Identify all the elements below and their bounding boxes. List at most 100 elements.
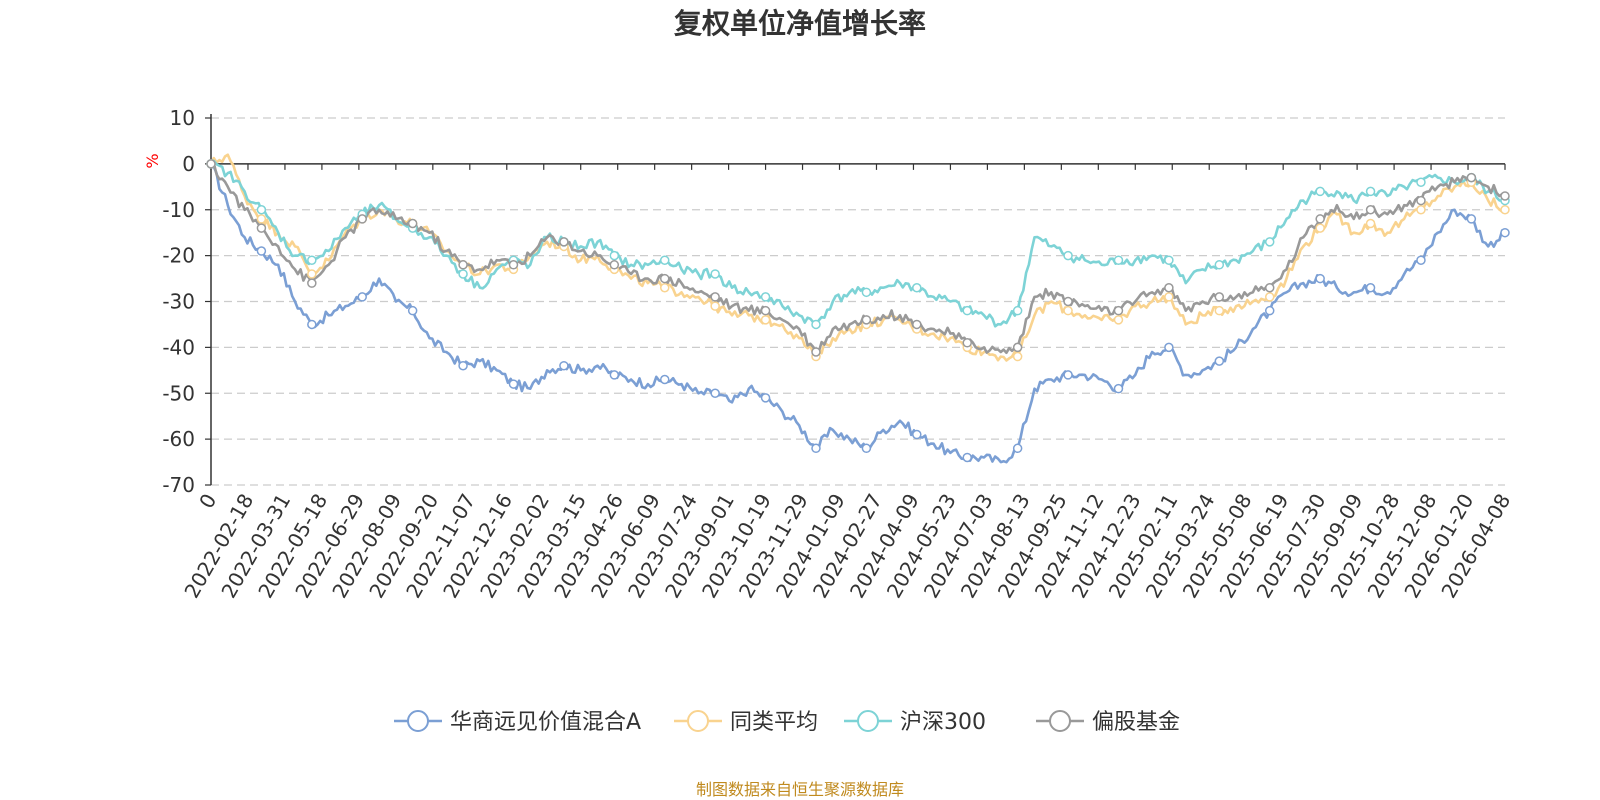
- legend[interactable]: 华商远见价值混合A 同类平均 沪深300 偏股基金: [394, 710, 1180, 735]
- series-line-0: [210, 162, 1506, 464]
- series-marker: [1315, 214, 1325, 224]
- series-marker: [710, 388, 720, 398]
- series-marker: [1113, 383, 1124, 394]
- series-marker: [1365, 218, 1376, 229]
- series-marker: [407, 305, 418, 316]
- series-marker: [407, 218, 418, 229]
- series-marker: [307, 269, 317, 279]
- series-marker: [659, 273, 670, 284]
- series-marker: [1164, 282, 1174, 293]
- series-marker: [861, 315, 872, 325]
- y-tick-label: -20: [162, 244, 195, 268]
- legend-circle-icon: [1049, 710, 1071, 732]
- series-marker: [508, 379, 519, 389]
- series-marker: [659, 374, 670, 385]
- legend-label: 华商远见价值混合A: [450, 710, 641, 735]
- series-marker: [357, 292, 367, 302]
- series-marker: [307, 319, 317, 330]
- series-lines: [209, 153, 1506, 464]
- series-line-2: [210, 159, 1505, 328]
- y-tick-label: -30: [162, 290, 195, 314]
- series-marker: [1012, 351, 1023, 362]
- series-marker: [609, 370, 620, 380]
- series-marker: [1063, 250, 1073, 261]
- series-marker: [811, 443, 821, 454]
- series-marker: [710, 301, 720, 311]
- legend-item-2[interactable]: 沪深300: [844, 710, 986, 735]
- series-marker: [559, 237, 569, 247]
- series-marker: [1466, 214, 1477, 224]
- series-marker: [508, 260, 519, 270]
- series-marker: [256, 223, 267, 233]
- series-marker: [206, 159, 216, 169]
- series-marker: [1500, 191, 1510, 201]
- series-marker: [559, 360, 569, 371]
- series-marker: [609, 260, 620, 270]
- series-marker: [1113, 255, 1124, 265]
- series-marker: [1113, 315, 1124, 325]
- series-marker: [1315, 273, 1325, 284]
- series-marker: [710, 269, 720, 279]
- series-marker: [1365, 282, 1376, 293]
- data-source-note: 制图数据来自恒生聚源数据库: [696, 780, 904, 799]
- series-marker: [710, 292, 720, 302]
- x-tick-label: 0: [194, 490, 221, 513]
- series-marker: [1365, 205, 1376, 215]
- y-tick-label: -60: [162, 427, 195, 451]
- series-marker: [1264, 292, 1275, 302]
- series-marker: [1416, 177, 1426, 187]
- series-marker: [760, 305, 771, 316]
- series-marker: [1012, 342, 1023, 353]
- y-tick-label: 10: [170, 106, 195, 130]
- series-marker: [659, 255, 670, 265]
- series-marker: [861, 443, 872, 454]
- series-marker: [1214, 260, 1225, 270]
- series-marker: [760, 315, 771, 325]
- series-marker: [811, 347, 821, 357]
- series-marker: [962, 338, 972, 348]
- series-marker: [912, 319, 922, 330]
- series-marker: [1012, 305, 1023, 316]
- x-tick-labels: 02022-02-182022-03-312022-05-182022-06-2…: [179, 490, 1515, 603]
- series-marker: [1164, 255, 1174, 265]
- series-marker: [609, 250, 620, 261]
- series-markers: [206, 159, 1510, 463]
- series-marker: [458, 260, 468, 270]
- series-marker: [760, 292, 771, 302]
- series-marker: [1063, 370, 1073, 380]
- y-tick-labels: 10 0 -10 -20 -30 -40 -50 -60 -70: [162, 106, 195, 497]
- legend-circle-icon: [407, 710, 429, 732]
- series-marker: [1214, 305, 1225, 316]
- series-marker: [861, 287, 872, 298]
- series-marker: [811, 319, 821, 330]
- series-marker: [307, 278, 317, 288]
- series-marker: [962, 452, 972, 463]
- legend-label: 偏股基金: [1092, 710, 1180, 735]
- series-marker: [1315, 223, 1325, 233]
- y-tick-label: 0: [182, 152, 195, 176]
- series-marker: [458, 360, 468, 371]
- legend-item-0[interactable]: 华商远见价值混合A: [394, 710, 641, 735]
- series-marker: [659, 282, 670, 293]
- y-tick-label: -50: [162, 381, 195, 405]
- series-marker: [1063, 296, 1073, 307]
- series-marker: [1214, 356, 1225, 366]
- series-marker: [1264, 282, 1275, 293]
- series-marker: [1416, 255, 1426, 265]
- series-marker: [1500, 227, 1510, 238]
- series-marker: [1500, 205, 1510, 215]
- legend-label: 同类平均: [730, 710, 818, 735]
- legend-circle-icon: [687, 710, 709, 732]
- legend-item-3[interactable]: 偏股基金: [1036, 710, 1180, 735]
- series-marker: [256, 246, 267, 256]
- series-marker: [1264, 237, 1275, 247]
- legend-label: 沪深300: [900, 710, 986, 735]
- series-marker: [307, 255, 317, 265]
- series-marker: [912, 282, 922, 293]
- series-marker: [1264, 305, 1275, 316]
- grid: [211, 117, 1505, 486]
- legend-item-1[interactable]: 同类平均: [674, 710, 818, 735]
- series-marker: [962, 305, 972, 316]
- y-tick-label: -70: [162, 473, 195, 497]
